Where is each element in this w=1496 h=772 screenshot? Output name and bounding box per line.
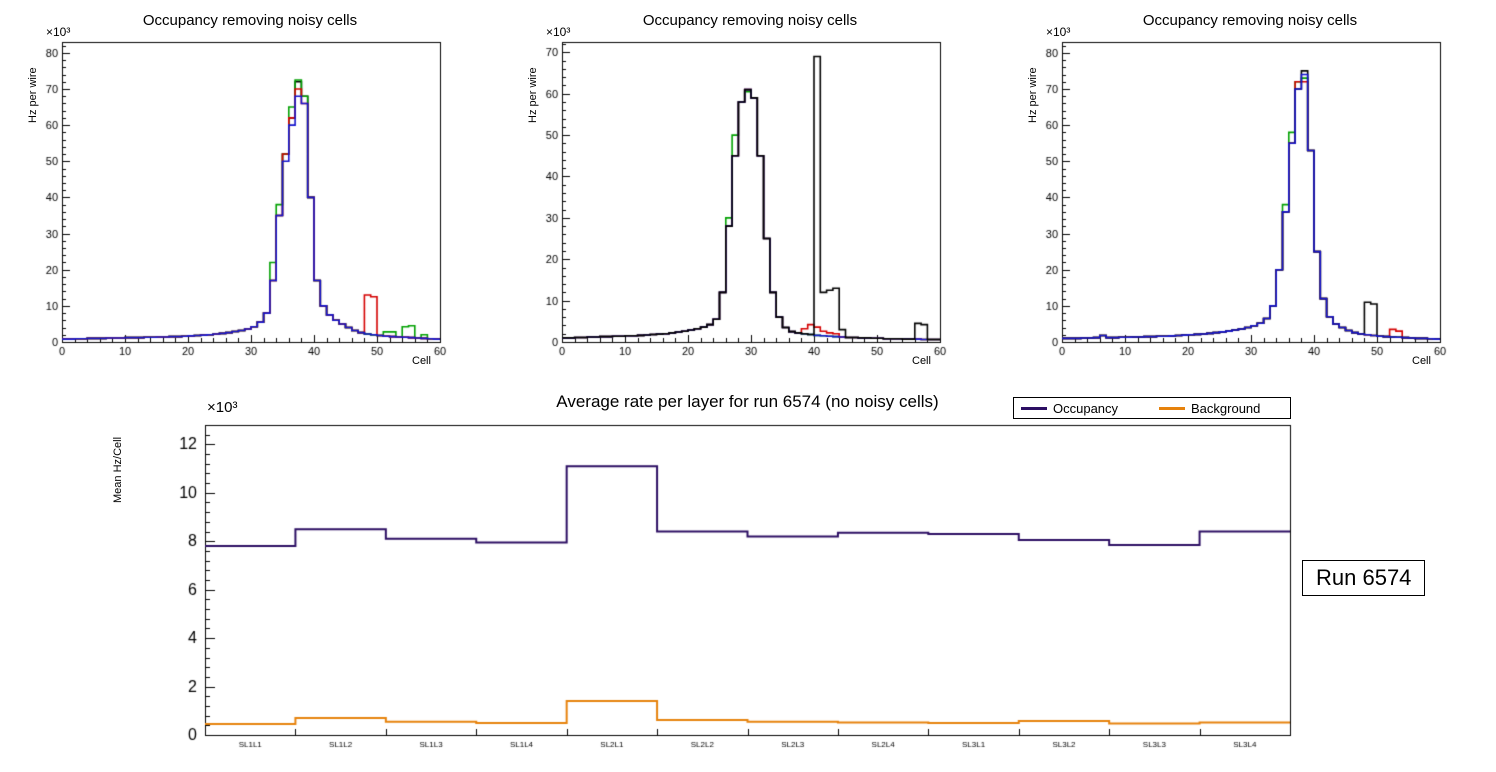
occupancy-panel-2: Occupancy removing noisy cells ×10³ Hz p… bbox=[500, 0, 1000, 383]
y-axis-exponent-3: ×10³ bbox=[1046, 25, 1071, 39]
y-axis-exponent-2: ×10³ bbox=[546, 25, 571, 39]
legend-entry-occupancy: Occupancy bbox=[1014, 401, 1152, 416]
y-axis-exponent-1: ×10³ bbox=[46, 25, 71, 39]
background-line-swatch bbox=[1159, 406, 1185, 410]
occupancy-panel-3: Occupancy removing noisy cells ×10³ Hz p… bbox=[1000, 0, 1496, 383]
legend: Occupancy Background bbox=[1013, 397, 1291, 419]
x-axis-label-3: Cell bbox=[1412, 355, 1431, 367]
x-axis-label-1: Cell bbox=[412, 355, 431, 367]
chart-title-2: Occupancy removing noisy cells bbox=[642, 12, 858, 29]
chart-title-1: Occupancy removing noisy cells bbox=[142, 12, 358, 29]
legend-label-occupancy: Occupancy bbox=[1053, 400, 1119, 416]
step-chart-canvas bbox=[0, 385, 1496, 772]
y-axis-label-1: Hz per wire bbox=[27, 67, 39, 123]
histogram-canvas-1 bbox=[0, 0, 500, 383]
legend-label-background: Background bbox=[1191, 400, 1261, 416]
bottom-y-axis-label: Mean Hz/Cell bbox=[112, 436, 124, 503]
x-axis-label-2: Cell bbox=[912, 355, 931, 367]
histogram-canvas-2 bbox=[500, 0, 1000, 383]
histogram-canvas-3 bbox=[1000, 0, 1496, 383]
bottom-y-axis-exponent: ×10³ bbox=[207, 399, 238, 416]
bottom-chart-title: Average rate per layer for run 6574 (no … bbox=[556, 392, 939, 411]
average-rate-panel: Average rate per layer for run 6574 (no … bbox=[0, 385, 1496, 772]
chart-title-3: Occupancy removing noisy cells bbox=[1142, 12, 1358, 29]
y-axis-label-3: Hz per wire bbox=[1027, 67, 1039, 123]
occupancy-line-swatch bbox=[1021, 406, 1047, 410]
occupancy-panel-1: Occupancy removing noisy cells ×10³ Hz p… bbox=[0, 0, 500, 383]
legend-entry-background: Background bbox=[1152, 401, 1290, 416]
y-axis-label-2: Hz per wire bbox=[527, 67, 539, 123]
run-label: Run 6574 bbox=[1302, 560, 1426, 596]
